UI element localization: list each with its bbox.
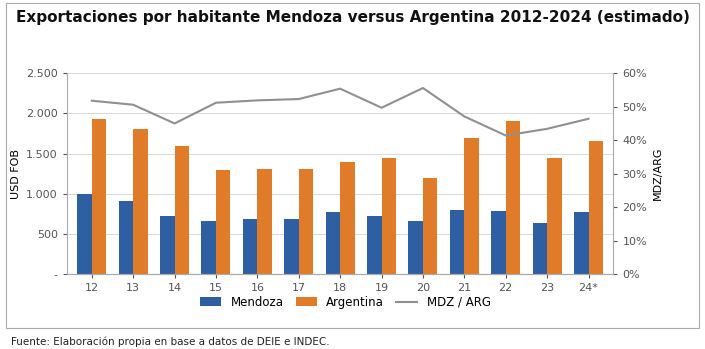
- Text: Fuente: Elaboración propia en base a datos de DEIE e INDEC.: Fuente: Elaboración propia en base a dat…: [11, 337, 329, 347]
- MDZ / ARG: [171, 121, 179, 126]
- Bar: [160, 216, 175, 274]
- Bar: [341, 162, 355, 274]
- Bar: [381, 158, 396, 274]
- Bar: [533, 223, 547, 274]
- MDZ / ARG: [419, 86, 427, 90]
- Line: MDZ / ARG: MDZ / ARG: [92, 88, 589, 135]
- Bar: [326, 212, 340, 274]
- Bar: [367, 216, 381, 274]
- Text: Exportaciones por habitante Mendoza versus Argentina 2012-2024 (estimado): Exportaciones por habitante Mendoza vers…: [16, 10, 689, 25]
- Bar: [118, 201, 133, 274]
- Bar: [423, 178, 437, 274]
- MDZ / ARG: [253, 98, 262, 103]
- MDZ / ARG: [129, 103, 137, 107]
- MDZ / ARG: [460, 114, 469, 119]
- Bar: [92, 119, 106, 274]
- Bar: [465, 138, 479, 274]
- Bar: [257, 169, 272, 274]
- MDZ / ARG: [87, 99, 96, 103]
- Bar: [175, 146, 189, 274]
- Bar: [505, 121, 520, 274]
- Bar: [450, 210, 465, 274]
- Bar: [589, 141, 603, 274]
- Bar: [243, 220, 257, 274]
- Bar: [574, 212, 589, 274]
- Bar: [202, 221, 216, 274]
- MDZ / ARG: [543, 127, 551, 131]
- MDZ / ARG: [501, 133, 510, 138]
- Bar: [284, 219, 299, 274]
- Bar: [408, 221, 423, 274]
- MDZ / ARG: [336, 87, 345, 91]
- Bar: [299, 169, 313, 274]
- MDZ / ARG: [212, 101, 220, 105]
- Bar: [216, 170, 231, 274]
- MDZ / ARG: [584, 117, 593, 121]
- MDZ / ARG: [295, 97, 303, 101]
- Legend: Mendoza, Argentina, MDZ / ARG: Mendoza, Argentina, MDZ / ARG: [195, 291, 496, 313]
- Bar: [133, 129, 147, 274]
- Bar: [491, 210, 505, 274]
- Y-axis label: MDZ/ARG: MDZ/ARG: [653, 147, 663, 200]
- Y-axis label: USD FOB: USD FOB: [11, 149, 20, 199]
- MDZ / ARG: [377, 106, 386, 110]
- Bar: [547, 158, 562, 274]
- Bar: [78, 194, 92, 274]
